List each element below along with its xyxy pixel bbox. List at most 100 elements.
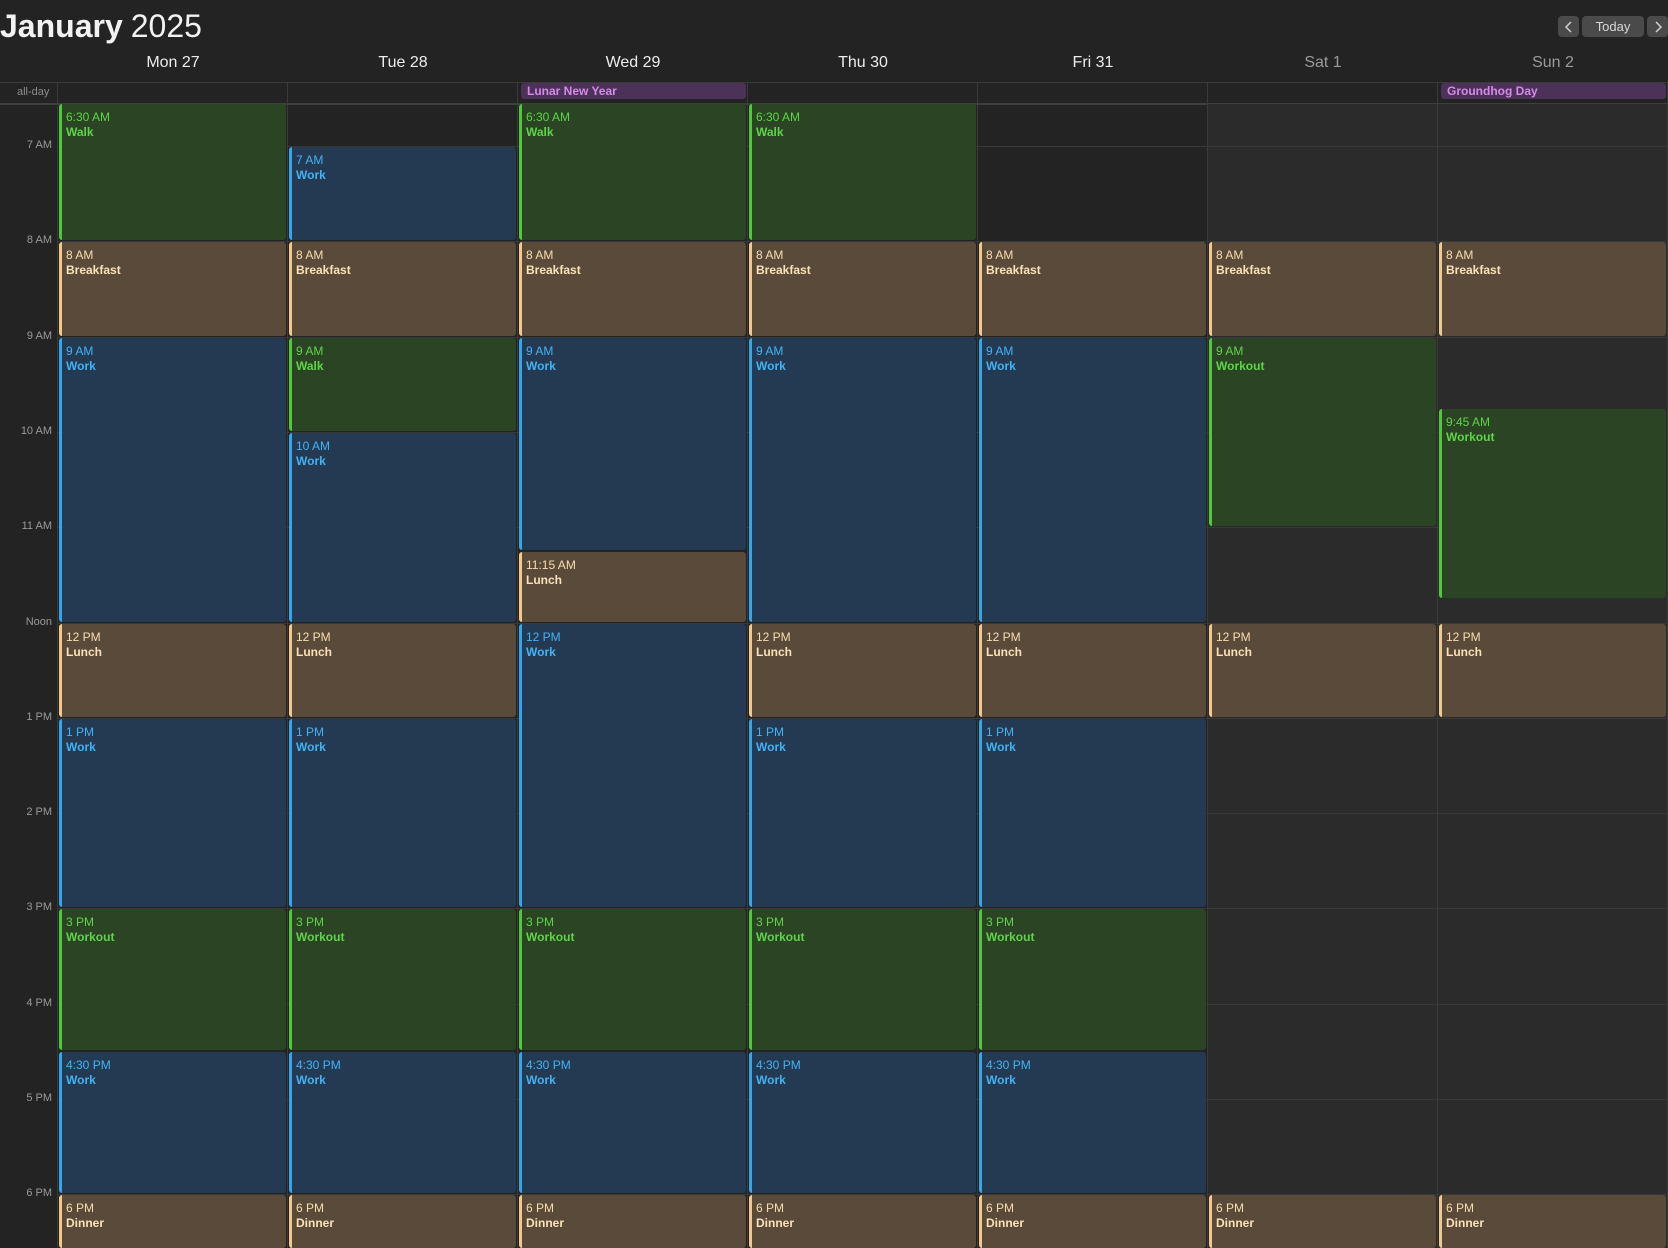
event-breakfast[interactable]: 8 AM Breakfast	[749, 242, 976, 336]
event-work[interactable]: 1 PM Work	[749, 719, 976, 907]
day-header-4[interactable]: Fri 31	[1072, 54, 1114, 71]
event-work[interactable]: 9 AM Work	[979, 338, 1206, 622]
event-work[interactable]: 4:30 PM Work	[519, 1052, 746, 1193]
event-walk[interactable]: 6:30 AM Walk	[749, 104, 976, 240]
previous-week-button[interactable]	[1558, 16, 1579, 37]
event-title: Workout	[66, 930, 115, 944]
event-work[interactable]: 1 PM Work	[59, 719, 286, 907]
event-dinner[interactable]: 6 PM Dinner	[289, 1195, 516, 1248]
event-work[interactable]: 9 AM Work	[749, 338, 976, 622]
event-time: 8 AM	[66, 248, 94, 262]
day-header-2[interactable]: Wed 29	[605, 54, 661, 71]
event-workout[interactable]: 9:45 AM Workout	[1439, 409, 1666, 598]
event-lunch[interactable]: 12 PM Lunch	[979, 624, 1206, 717]
event-work[interactable]: 4:30 PM Work	[979, 1052, 1206, 1193]
event-title: Dinner	[756, 1216, 795, 1230]
event-title: Breakfast	[526, 263, 581, 277]
hour-line	[58, 1194, 1668, 1195]
event-title: Walk	[66, 125, 94, 139]
event-breakfast[interactable]: 8 AM Breakfast	[59, 242, 286, 336]
all-day-event[interactable]: Groundhog Day	[1441, 83, 1666, 99]
day-header-6[interactable]: Sun 2	[1532, 54, 1574, 71]
event-title: Lunch	[296, 645, 332, 659]
day-header-5[interactable]: Sat 1	[1304, 54, 1342, 71]
event-workout[interactable]: 3 PM Workout	[979, 909, 1206, 1050]
event-title: Workout	[986, 930, 1035, 944]
event-title: Workout	[756, 930, 805, 944]
event-walk[interactable]: 6:30 AM Walk	[519, 104, 746, 240]
event-title: Workout	[1446, 430, 1495, 444]
event-title: Work	[296, 740, 326, 754]
event-dinner[interactable]: 6 PM Dinner	[1209, 1195, 1436, 1248]
event-work[interactable]: 9 AM Work	[519, 338, 746, 550]
all-day-event[interactable]: Lunar New Year	[521, 83, 746, 99]
event-workout[interactable]: 3 PM Workout	[59, 909, 286, 1050]
event-work[interactable]: 1 PM Work	[979, 719, 1206, 907]
day-header-3[interactable]: Thu 30	[838, 54, 888, 71]
event-work[interactable]: 1 PM Work	[289, 719, 516, 907]
event-time: 3 PM	[986, 915, 1015, 929]
column-divider	[1437, 82, 1438, 1248]
event-lunch[interactable]: 12 PM Lunch	[1209, 624, 1436, 717]
event-workout[interactable]: 9 AM Workout	[1209, 338, 1436, 526]
event-lunch[interactable]: 12 PM Lunch	[1439, 624, 1666, 717]
event-work[interactable]: 7 AM Work	[289, 147, 516, 240]
event-lunch[interactable]: 12 PM Lunch	[289, 624, 516, 717]
event-title: Work	[756, 1073, 786, 1087]
event-time: 1 PM	[66, 725, 95, 739]
hour-label: 4 PM	[26, 997, 52, 1009]
event-lunch[interactable]: 12 PM Lunch	[749, 624, 976, 717]
event-time: 9 AM	[1216, 344, 1244, 358]
event-time: 12 PM	[66, 630, 101, 644]
event-workout[interactable]: 3 PM Workout	[519, 909, 746, 1050]
event-dinner[interactable]: 6 PM Dinner	[749, 1195, 976, 1248]
event-time: 3 PM	[66, 915, 95, 929]
event-work[interactable]: 4:30 PM Work	[749, 1052, 976, 1193]
event-title: Dinner	[986, 1216, 1025, 1230]
event-walk[interactable]: 9 AM Walk	[289, 338, 516, 431]
column-divider	[977, 82, 978, 1248]
hour-label: 7 AM	[26, 139, 52, 151]
event-title: Work	[526, 1073, 556, 1087]
event-workout[interactable]: 3 PM Workout	[749, 909, 976, 1050]
today-button[interactable]: Today	[1582, 16, 1644, 37]
all-day-label: all-day	[17, 86, 50, 98]
event-breakfast[interactable]: 8 AM Breakfast	[289, 242, 516, 336]
event-time: 9 AM	[296, 344, 324, 358]
page-title: January 2025	[0, 6, 202, 46]
event-title: Work	[756, 740, 786, 754]
hour-line	[58, 718, 1668, 719]
day-header-0[interactable]: Mon 27	[146, 54, 200, 71]
hour-line	[58, 337, 1668, 338]
event-dinner[interactable]: 6 PM Dinner	[1439, 1195, 1666, 1248]
day-header-1[interactable]: Tue 28	[378, 54, 428, 71]
event-work[interactable]: 9 AM Work	[59, 338, 286, 622]
event-work[interactable]: 4:30 PM Work	[59, 1052, 286, 1193]
event-work[interactable]: 12 PM Work	[519, 624, 746, 907]
event-title: Breakfast	[296, 263, 351, 277]
event-work[interactable]: 10 AM Work	[289, 433, 516, 622]
event-title: Workout	[1216, 359, 1265, 373]
event-breakfast[interactable]: 8 AM Breakfast	[1209, 242, 1436, 336]
hour-label: 5 PM	[26, 1092, 52, 1104]
event-dinner[interactable]: 6 PM Dinner	[519, 1195, 746, 1248]
event-lunch[interactable]: 11:15 AM Lunch	[519, 552, 746, 622]
chevron-right-icon	[1654, 20, 1662, 33]
event-dinner[interactable]: 6 PM Dinner	[979, 1195, 1206, 1248]
event-dinner[interactable]: 6 PM Dinner	[59, 1195, 286, 1248]
event-breakfast[interactable]: 8 AM Breakfast	[519, 242, 746, 336]
event-time: 6 PM	[296, 1201, 325, 1215]
event-work[interactable]: 4:30 PM Work	[289, 1052, 516, 1193]
column-divider	[57, 82, 58, 1248]
event-time: 12 PM	[1446, 630, 1481, 644]
event-time: 8 AM	[1216, 248, 1244, 262]
event-breakfast[interactable]: 8 AM Breakfast	[1439, 242, 1666, 336]
event-walk[interactable]: 6:30 AM Walk	[59, 104, 286, 240]
event-workout[interactable]: 3 PM Workout	[289, 909, 516, 1050]
event-breakfast[interactable]: 8 AM Breakfast	[979, 242, 1206, 336]
next-week-button[interactable]	[1647, 16, 1668, 37]
event-time: 4:30 PM	[66, 1058, 111, 1072]
event-lunch[interactable]: 12 PM Lunch	[59, 624, 286, 717]
event-title: Walk	[296, 359, 324, 373]
